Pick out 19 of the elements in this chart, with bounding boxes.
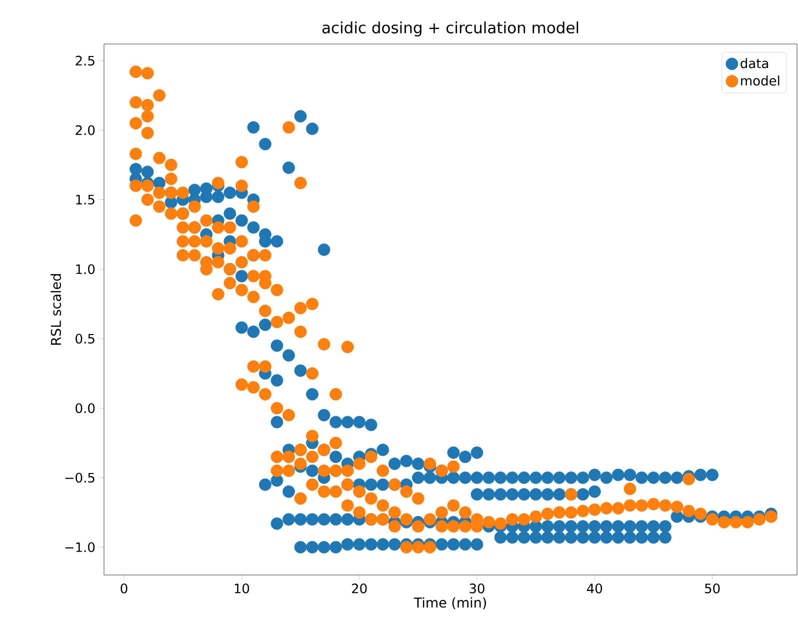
y-tick-label: 0.5 <box>76 334 94 344</box>
x-tick-label: 20 <box>352 584 367 594</box>
y-tick-label: 0.0 <box>76 403 95 414</box>
y-tick-label: 1.0 <box>76 264 95 274</box>
x-tick-label: 30 <box>470 584 484 594</box>
chart-title: acidic dosing + circulation model <box>322 21 578 36</box>
x-tick-label: 50 <box>705 584 720 594</box>
legend-label: data <box>740 58 768 68</box>
y-tick-label: 2.5 <box>76 56 94 66</box>
legend-label: model <box>741 76 780 86</box>
y-tick-label: −0.5 <box>65 472 94 483</box>
x-tick-label: 10 <box>234 584 250 594</box>
y-axis-title: RSL scaled <box>50 274 62 345</box>
y-tick-label: −1.0 <box>65 542 95 552</box>
x-tick-label: 40 <box>586 584 602 594</box>
x-tick-label: 0 <box>120 584 128 594</box>
y-tick-label: 1.5 <box>76 194 94 205</box>
x-axis-title: Time (min) <box>414 597 486 610</box>
y-tick-label: 2.0 <box>76 125 95 136</box>
